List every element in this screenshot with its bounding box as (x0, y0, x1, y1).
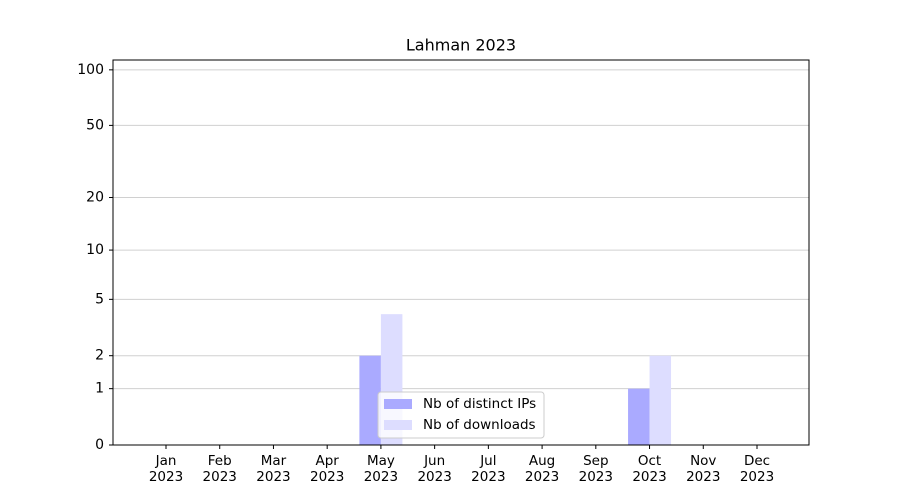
plot-frame (112, 59, 810, 446)
bar (649, 355, 672, 445)
x-tick-label: Dec 2023 (739, 453, 775, 485)
x-tick-label: Aug 2023 (524, 453, 560, 485)
x-tick-label: Feb 2023 (202, 453, 237, 485)
legend-label: Nb of downloads (423, 417, 536, 433)
x-tick-label: Oct 2023 (632, 453, 667, 485)
y-tick-label: 100 (77, 62, 104, 78)
x-tick-label: May 2023 (363, 453, 399, 485)
legend-label: Nb of distinct IPs (423, 396, 536, 412)
y-tick-label: 50 (86, 117, 104, 133)
y-tick-label: 10 (86, 242, 104, 258)
x-tick-label: Jan 2023 (148, 453, 184, 485)
legend-box (377, 391, 545, 439)
chart-title: Lahman 2023 (406, 36, 516, 55)
x-tick-label: Mar 2023 (256, 453, 291, 485)
legend-swatch (384, 399, 412, 409)
y-tick-label: 2 (95, 348, 104, 364)
bar (359, 355, 381, 445)
legend: Nb of distinct IPs Nb of downloads (377, 391, 545, 439)
bar (628, 388, 650, 445)
x-tick-label: Apr 2023 (309, 453, 345, 485)
y-tick-label: 20 (86, 190, 104, 206)
x-tick-label: Jul 2023 (471, 453, 506, 485)
x-tick-label: Nov 2023 (686, 453, 721, 485)
y-tick-label: 5 (95, 291, 104, 307)
x-tick-label: Sep 2023 (578, 453, 613, 485)
legend-swatch (384, 420, 412, 430)
x-tick-label: Jun 2023 (417, 453, 452, 485)
y-tick-label: 0 (95, 437, 104, 453)
y-tick-label: 1 (95, 381, 104, 397)
